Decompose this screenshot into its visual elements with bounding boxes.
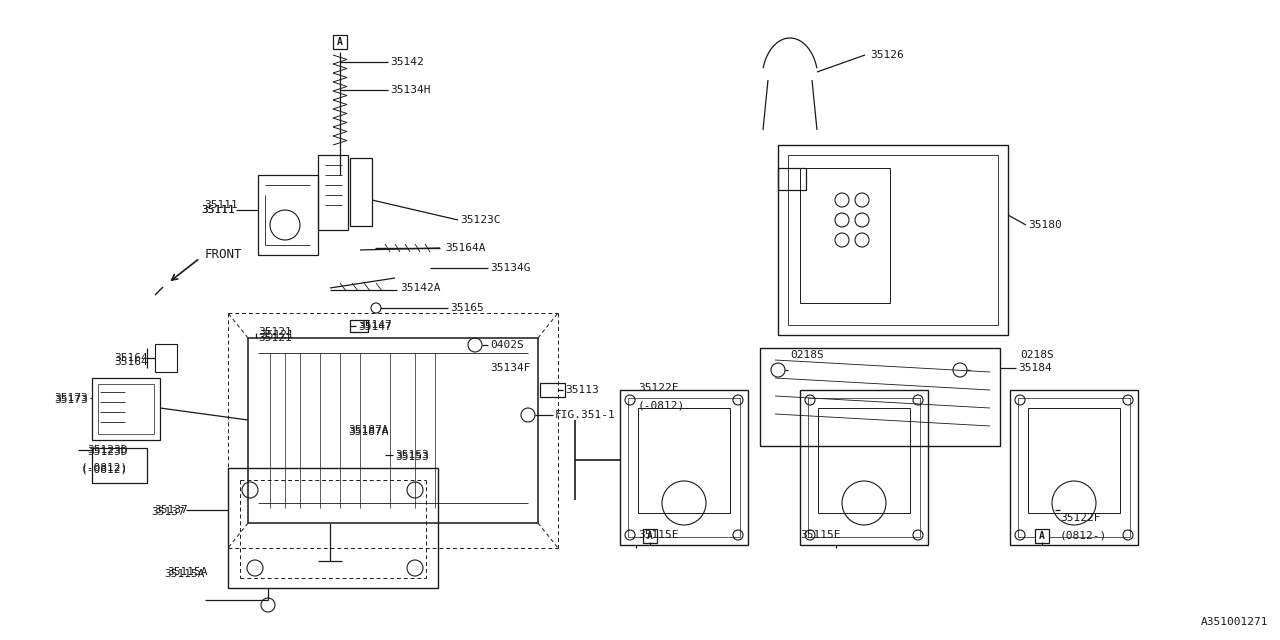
Bar [818,408,910,513]
Text: 35184: 35184 [1018,363,1052,373]
Text: A: A [648,531,653,541]
Text: 35147: 35147 [358,322,392,332]
Bar [259,175,317,255]
Text: A351001271: A351001271 [1201,617,1268,627]
Text: (-0812): (-0812) [637,400,685,410]
Text: 35164A: 35164A [445,243,485,253]
Bar [349,320,369,332]
Text: 35164: 35164 [114,357,148,367]
Text: 35115A: 35115A [168,567,207,577]
Text: 35142A: 35142A [399,283,440,293]
Text: 35187A: 35187A [348,425,389,435]
Text: FIG.351-1: FIG.351-1 [556,410,616,420]
Text: 35115E: 35115E [800,530,841,540]
Bar [99,384,154,434]
Text: 35173: 35173 [54,395,88,405]
Text: (0812-): (0812-) [1060,531,1107,541]
Bar [808,398,920,537]
Text: 35121: 35121 [259,333,292,343]
Text: 35142: 35142 [390,57,424,67]
Bar [778,145,1009,335]
Text: 35113: 35113 [564,385,599,395]
Text: 35115E: 35115E [637,530,678,540]
Bar [317,155,348,230]
Text: FRONT: FRONT [205,248,242,262]
Text: 35187A: 35187A [348,427,389,437]
Text: 35121: 35121 [259,327,292,337]
Text: 0218S: 0218S [790,350,824,360]
Text: 35153: 35153 [396,450,429,460]
Bar [540,383,564,397]
Text: 35173: 35173 [54,393,88,403]
Bar [628,398,740,537]
Text: 35115A: 35115A [165,569,205,579]
Text: 35122F: 35122F [637,383,678,393]
Text: 35123D: 35123D [87,445,128,455]
Text: 35111: 35111 [201,205,236,215]
Bar [637,408,730,513]
Text: 35153: 35153 [396,452,429,462]
Text: 35164: 35164 [114,353,148,363]
Bar [778,168,806,190]
Bar [228,468,438,588]
Bar [760,348,1000,446]
Text: 35123C: 35123C [460,215,500,225]
Bar [1018,398,1130,537]
Text: 0218S: 0218S [1020,350,1053,360]
Text: A: A [1039,531,1044,541]
Bar [248,338,538,523]
Text: 35134G: 35134G [490,263,530,273]
Bar [1036,529,1050,543]
Text: 35121: 35121 [260,330,293,340]
Bar [788,155,998,325]
Text: 35180: 35180 [1028,220,1061,230]
Bar [643,529,657,543]
Text: 0402S: 0402S [490,340,524,350]
Text: 35165: 35165 [451,303,484,313]
Text: (-0812): (-0812) [81,465,128,475]
Text: 35137: 35137 [151,507,186,517]
Text: 35137: 35137 [155,505,188,515]
Bar [620,390,748,545]
Bar [349,158,372,226]
Bar [92,378,160,440]
Text: 35147: 35147 [358,320,392,330]
Text: 35134H: 35134H [390,85,430,95]
Bar [800,390,928,545]
Text: 35111: 35111 [205,200,238,210]
Text: A: A [337,37,343,47]
Text: 35123D: 35123D [87,447,128,457]
Bar [1010,390,1138,545]
Text: 35126: 35126 [870,50,904,60]
Bar [1028,408,1120,513]
Text: (-0812): (-0812) [81,463,128,473]
Bar [92,448,147,483]
Bar [155,344,177,372]
Bar [333,35,347,49]
Text: 35111: 35111 [201,205,236,215]
Text: 35122F: 35122F [1060,513,1101,523]
Bar [800,168,890,303]
Text: 35134F: 35134F [490,363,530,373]
